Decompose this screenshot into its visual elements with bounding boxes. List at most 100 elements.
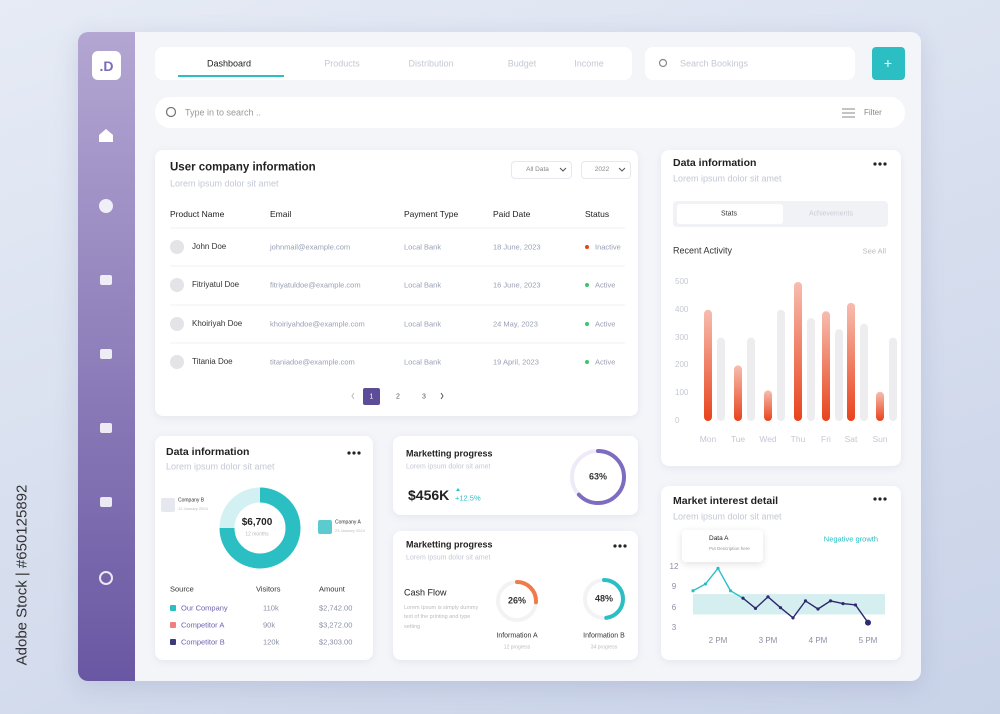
donut-value: $6,700 bbox=[241, 517, 273, 528]
more-icon bbox=[623, 544, 627, 548]
company-name: Company B bbox=[178, 497, 205, 504]
nav-icon bbox=[99, 571, 113, 585]
nav-icon bbox=[100, 497, 112, 507]
x-tick-label: 2 PM bbox=[708, 636, 728, 645]
source-name: Competitor B bbox=[181, 637, 225, 647]
prev-page bbox=[351, 392, 355, 400]
nav-tab[interactable]: Income bbox=[574, 58, 604, 69]
home-icon bbox=[99, 129, 113, 142]
dropdown-label[interactable]: All Data bbox=[526, 165, 549, 173]
logo-text: .D bbox=[99, 58, 114, 74]
more-icon bbox=[873, 162, 877, 166]
column-header: Email bbox=[270, 208, 292, 219]
tab-bar bbox=[155, 47, 632, 80]
ring-label: 26% bbox=[507, 595, 527, 606]
x-tick-label: Thu bbox=[790, 433, 806, 444]
page-number[interactable]: 2 bbox=[396, 393, 400, 400]
donut-label: 12 months bbox=[245, 531, 269, 538]
toggle-active[interactable] bbox=[677, 204, 783, 224]
tooltip bbox=[682, 530, 763, 562]
table-cell: Fitriyatul Doe bbox=[192, 280, 240, 289]
more-icon bbox=[873, 497, 877, 501]
point bbox=[816, 607, 820, 611]
nav-tab[interactable]: Dashboard bbox=[206, 58, 252, 69]
y-tick-label: 200 bbox=[675, 360, 689, 370]
card bbox=[393, 531, 638, 660]
add-button[interactable] bbox=[872, 47, 905, 80]
more-icon bbox=[883, 162, 887, 166]
bar bbox=[777, 309, 785, 421]
more-icon bbox=[883, 497, 887, 501]
bar bbox=[822, 311, 830, 421]
donut-segment bbox=[219, 487, 301, 569]
bar bbox=[889, 337, 897, 421]
nav-tab[interactable]: Products bbox=[324, 58, 360, 69]
nav-tab[interactable]: Distribution bbox=[408, 58, 454, 69]
legend-swatch bbox=[170, 639, 176, 645]
visitors: 120k bbox=[263, 637, 280, 647]
annotation: Negative growth bbox=[823, 534, 878, 544]
company-name: Company A bbox=[335, 519, 361, 526]
line bbox=[692, 567, 744, 599]
dropdown-label[interactable]: 2022 bbox=[594, 165, 610, 173]
ring-label: 48% bbox=[594, 593, 614, 604]
bar bbox=[704, 309, 712, 421]
table-cell: Active bbox=[595, 319, 616, 329]
company-icon bbox=[161, 498, 175, 512]
y-tick-label: 500 bbox=[675, 277, 689, 286]
page-number[interactable]: 1 bbox=[369, 393, 374, 400]
page-active[interactable] bbox=[363, 388, 380, 405]
card-title: Data information bbox=[673, 156, 757, 169]
card-title: Marketting progress bbox=[406, 539, 493, 550]
card-subtitle: Lorem ipsum dolor sit amet bbox=[406, 463, 491, 471]
progress-ring bbox=[496, 580, 538, 622]
point bbox=[803, 599, 808, 603]
table-cell: fitriyatuldoe@example.com bbox=[270, 280, 361, 290]
filter-label[interactable]: Filter bbox=[864, 108, 882, 117]
bar bbox=[717, 337, 725, 421]
table-cell: Local Bank bbox=[404, 280, 442, 290]
company-icon bbox=[318, 520, 332, 534]
card-title: Market interest detail bbox=[673, 494, 779, 507]
toggle-label[interactable]: Stats bbox=[721, 210, 737, 218]
table-cell: Titania Doe bbox=[192, 357, 233, 366]
filter-dropdown[interactable] bbox=[581, 161, 631, 179]
table-cell: titaniadoe@example.com bbox=[270, 357, 355, 367]
y-tick-label: 300 bbox=[675, 332, 689, 342]
x-tick-label: Mon bbox=[699, 433, 717, 444]
nav-tab[interactable]: Budget bbox=[507, 58, 537, 69]
status-dot bbox=[585, 360, 589, 364]
point bbox=[841, 601, 845, 606]
table-cell: 18 June, 2023 bbox=[493, 242, 541, 252]
y-tick-label: 12 bbox=[669, 561, 679, 571]
table-cell: Local Bank bbox=[404, 242, 442, 252]
ring-name: Information B bbox=[583, 632, 625, 640]
page-number[interactable]: 3 bbox=[422, 393, 426, 400]
source-name: Our Company bbox=[181, 603, 228, 613]
card-title: Marketting progress bbox=[406, 448, 493, 459]
column-header: Visitors bbox=[256, 584, 281, 594]
link[interactable]: See All bbox=[862, 246, 886, 256]
bar bbox=[747, 337, 755, 421]
table-cell: Local Bank bbox=[404, 319, 442, 329]
progress-ring bbox=[570, 449, 626, 505]
search-bar[interactable] bbox=[155, 97, 905, 128]
search-placeholder: Search Bookings bbox=[680, 58, 749, 69]
avatar bbox=[170, 240, 184, 254]
x-tick-label: Sun bbox=[872, 433, 888, 444]
add-label[interactable]: + bbox=[883, 55, 893, 71]
filter-dropdown[interactable] bbox=[511, 161, 572, 179]
visitors: 90k bbox=[263, 620, 276, 630]
toggle-label[interactable]: Achievements bbox=[809, 210, 853, 218]
more-icon bbox=[878, 162, 882, 166]
amount: $2,303.00 bbox=[319, 637, 353, 647]
ring-name: Information A bbox=[496, 632, 538, 640]
avatar bbox=[170, 317, 184, 331]
bar bbox=[835, 329, 843, 421]
card-title: User company information bbox=[170, 161, 316, 174]
bookings-search[interactable] bbox=[645, 47, 855, 80]
y-tick-label: 0 bbox=[675, 416, 680, 425]
nav-icon bbox=[100, 423, 112, 433]
point bbox=[828, 599, 833, 603]
